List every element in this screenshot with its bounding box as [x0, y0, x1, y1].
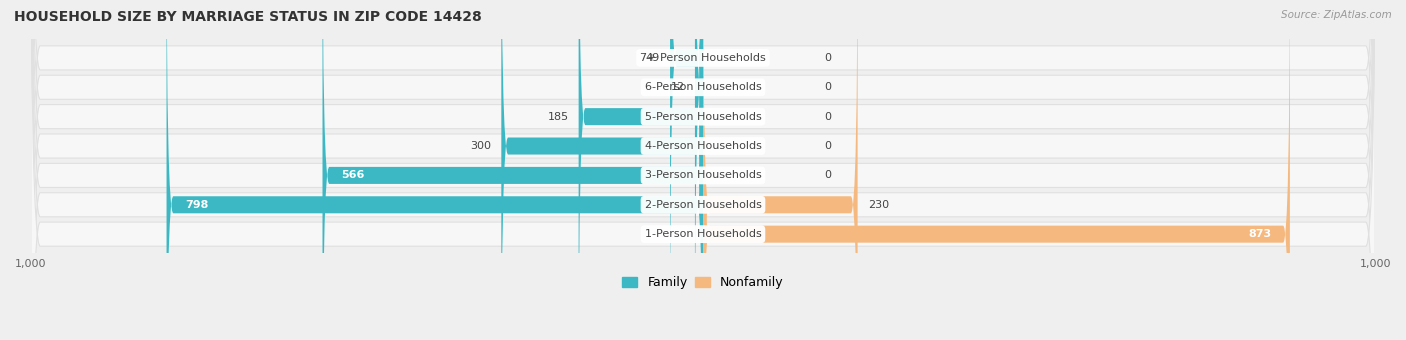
Text: 185: 185 [547, 112, 568, 122]
Legend: Family, Nonfamily: Family, Nonfamily [617, 271, 789, 294]
Text: 0: 0 [824, 82, 831, 92]
FancyBboxPatch shape [31, 0, 1375, 340]
FancyBboxPatch shape [695, 0, 703, 340]
FancyBboxPatch shape [671, 0, 703, 340]
Text: 873: 873 [1249, 229, 1271, 239]
Text: 0: 0 [824, 141, 831, 151]
Text: HOUSEHOLD SIZE BY MARRIAGE STATUS IN ZIP CODE 14428: HOUSEHOLD SIZE BY MARRIAGE STATUS IN ZIP… [14, 10, 482, 24]
Text: Source: ZipAtlas.com: Source: ZipAtlas.com [1281, 10, 1392, 20]
Text: 2-Person Households: 2-Person Households [644, 200, 762, 210]
FancyBboxPatch shape [579, 0, 703, 340]
Text: 6-Person Households: 6-Person Households [644, 82, 762, 92]
FancyBboxPatch shape [31, 0, 1375, 340]
FancyBboxPatch shape [31, 0, 1375, 340]
Text: 566: 566 [342, 170, 364, 181]
FancyBboxPatch shape [322, 0, 703, 340]
Text: 4-Person Households: 4-Person Households [644, 141, 762, 151]
FancyBboxPatch shape [703, 0, 858, 340]
Text: 12: 12 [671, 82, 685, 92]
FancyBboxPatch shape [166, 0, 703, 340]
Text: 230: 230 [868, 200, 889, 210]
FancyBboxPatch shape [703, 0, 1289, 340]
FancyBboxPatch shape [31, 0, 1375, 340]
Text: 0: 0 [824, 53, 831, 63]
Text: 798: 798 [186, 200, 208, 210]
FancyBboxPatch shape [31, 0, 1375, 340]
Text: 1-Person Households: 1-Person Households [644, 229, 762, 239]
Text: 300: 300 [470, 141, 491, 151]
Text: 49: 49 [645, 53, 659, 63]
FancyBboxPatch shape [502, 0, 703, 340]
Text: 7+ Person Households: 7+ Person Households [640, 53, 766, 63]
Text: 5-Person Households: 5-Person Households [644, 112, 762, 122]
FancyBboxPatch shape [31, 0, 1375, 340]
FancyBboxPatch shape [31, 0, 1375, 340]
Text: 0: 0 [824, 112, 831, 122]
Text: 3-Person Households: 3-Person Households [644, 170, 762, 181]
Text: 0: 0 [824, 170, 831, 181]
